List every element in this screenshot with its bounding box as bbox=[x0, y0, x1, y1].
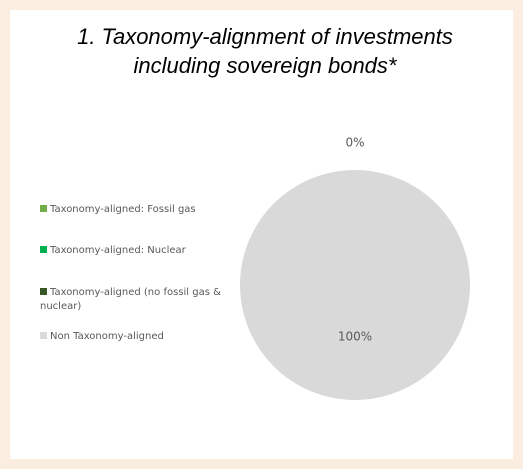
pie-slice bbox=[240, 170, 470, 400]
legend-label: Taxonomy-aligned: Nuclear bbox=[50, 245, 186, 256]
legend-label: Taxonomy-aligned: Fossil gas bbox=[50, 204, 196, 215]
legend-label: Taxonomy-aligned (no fossil gas & nuclea… bbox=[40, 287, 221, 312]
data-label: 0% bbox=[345, 136, 364, 150]
chart-title: 1. Taxonomy-alignment of investments inc… bbox=[77, 24, 453, 78]
legend-item: Taxonomy-aligned (no fossil gas & nuclea… bbox=[40, 286, 230, 314]
legend-swatch bbox=[40, 246, 47, 253]
legend-label: Non Taxonomy-aligned bbox=[50, 331, 164, 342]
legend-item: Taxonomy-aligned: Nuclear bbox=[40, 244, 230, 258]
legend-swatch bbox=[40, 205, 47, 212]
legend-swatch bbox=[40, 288, 47, 295]
data-label: 100% bbox=[338, 329, 372, 343]
legend-item: Taxonomy-aligned: Fossil gas bbox=[40, 203, 230, 217]
legend-item: Non Taxonomy-aligned bbox=[40, 330, 230, 344]
legend-swatch bbox=[40, 332, 47, 339]
